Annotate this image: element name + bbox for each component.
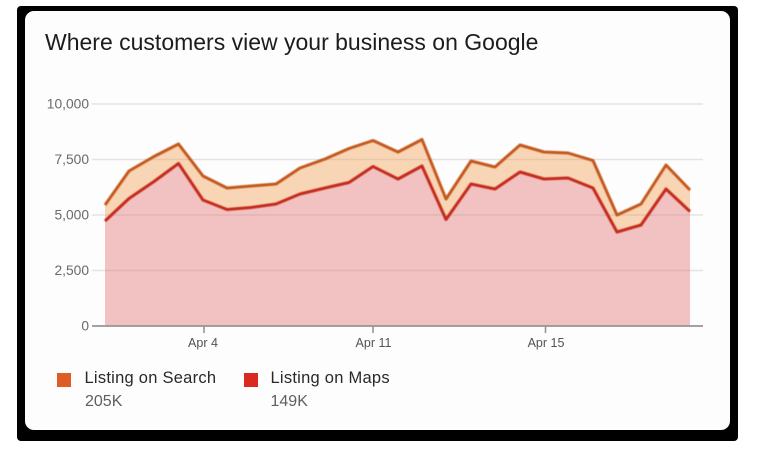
svg-text:7,500: 7,500 xyxy=(54,152,89,167)
svg-text:Apr 11: Apr 11 xyxy=(356,336,392,350)
svg-text:5,000: 5,000 xyxy=(54,208,89,223)
svg-text:0: 0 xyxy=(81,319,89,334)
svg-text:Apr 15: Apr 15 xyxy=(528,336,565,350)
svg-text:Apr 4: Apr 4 xyxy=(188,336,218,350)
svg-text:2,500: 2,500 xyxy=(54,263,89,278)
svg-text:10,000: 10,000 xyxy=(47,97,90,112)
